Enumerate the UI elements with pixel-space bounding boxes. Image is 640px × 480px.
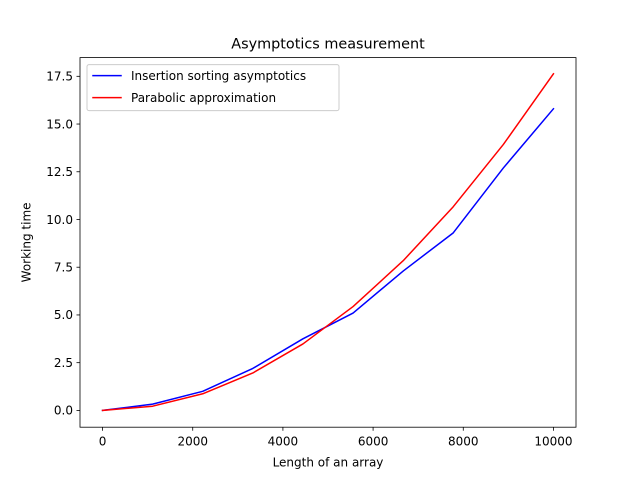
y-tick-label: 12.5 — [46, 165, 73, 179]
x-tick-label: 4000 — [268, 435, 299, 449]
series-line-1 — [101, 72, 555, 412]
x-axis-label: Length of an array — [273, 456, 384, 470]
legend: Insertion sorting asymptotics Parabolic … — [86, 64, 340, 112]
legend-frame — [86, 64, 340, 112]
y-tick-label: 7.5 — [54, 261, 73, 275]
y-axis-label: Working time — [20, 202, 34, 282]
y-axis: 0.0 2.5 5.0 7.5 10.0 12.5 15.0 17.5 — [46, 70, 80, 418]
chart-title: Asymptotics measurement — [231, 37, 425, 53]
y-tick-label: 2.5 — [54, 356, 73, 370]
y-tick-label: 15.0 — [46, 117, 73, 131]
y-tick-label: 5.0 — [54, 308, 73, 322]
x-tick-label: 6000 — [358, 435, 389, 449]
x-tick-label: 0 — [99, 435, 107, 449]
y-tick-label: 17.5 — [46, 70, 73, 84]
y-tick-label: 0.0 — [54, 404, 73, 418]
legend-entry-insertion: Insertion sorting asymptotics — [131, 69, 306, 83]
x-tick-label: 8000 — [448, 435, 479, 449]
series-line-0 — [101, 107, 555, 412]
x-tick-label: 10000 — [534, 435, 572, 449]
series-layer — [101, 72, 555, 412]
y-tick-label: 10.0 — [46, 213, 73, 227]
plot-frame — [79, 57, 577, 428]
x-tick-label: 2000 — [177, 435, 208, 449]
legend-entry-parabolic: Parabolic approximation — [131, 91, 276, 105]
x-axis: 0 2000 4000 6000 8000 10000 — [99, 427, 573, 449]
